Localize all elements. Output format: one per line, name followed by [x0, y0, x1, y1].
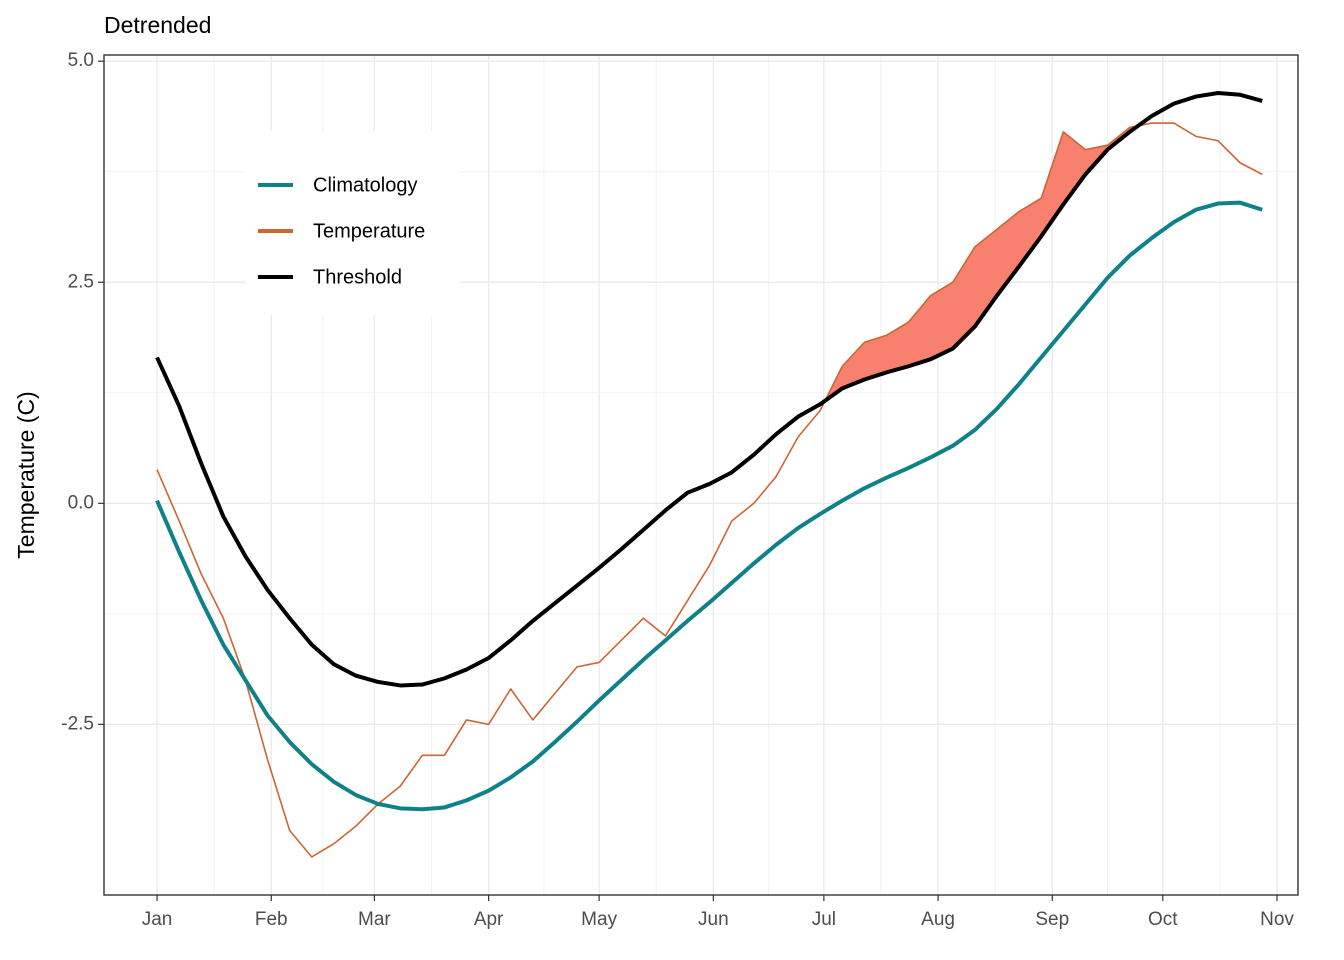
- y-tick-label: 0.0: [68, 492, 94, 513]
- series-line: [156, 122, 1263, 858]
- event-area: [825, 125, 1139, 401]
- x-tick-label: Apr: [474, 909, 504, 930]
- y-tick-label: -2.5: [61, 713, 94, 734]
- chart-title: Detrended: [104, 12, 211, 38]
- x-tick-label: Oct: [1148, 909, 1178, 930]
- plot-border: [103, 54, 1299, 896]
- series-line: [155, 200, 1263, 812]
- y-axis-label: Temperature (C): [13, 391, 39, 558]
- x-tick-label: Feb: [255, 909, 288, 930]
- legend-label: Temperature: [313, 220, 425, 242]
- x-tick-label: Jun: [698, 909, 729, 930]
- x-tick-label: Jul: [812, 909, 836, 930]
- y-tick-label: 5.0: [68, 50, 94, 71]
- y-tick-label: 2.5: [68, 271, 94, 292]
- series-line: [155, 91, 1263, 688]
- legend-box: [245, 131, 460, 315]
- x-tick-label: Mar: [358, 909, 391, 930]
- x-tick-label: May: [581, 909, 617, 930]
- x-tick-label: Sep: [1035, 909, 1069, 930]
- x-tick-label: Jan: [142, 909, 173, 930]
- x-tick-label: Aug: [921, 909, 955, 930]
- legend-label: Climatology: [313, 174, 417, 196]
- x-tick-label: Nov: [1260, 909, 1294, 930]
- legend-label: Threshold: [313, 266, 402, 288]
- legend: Climatology Temperature Threshold: [245, 131, 460, 315]
